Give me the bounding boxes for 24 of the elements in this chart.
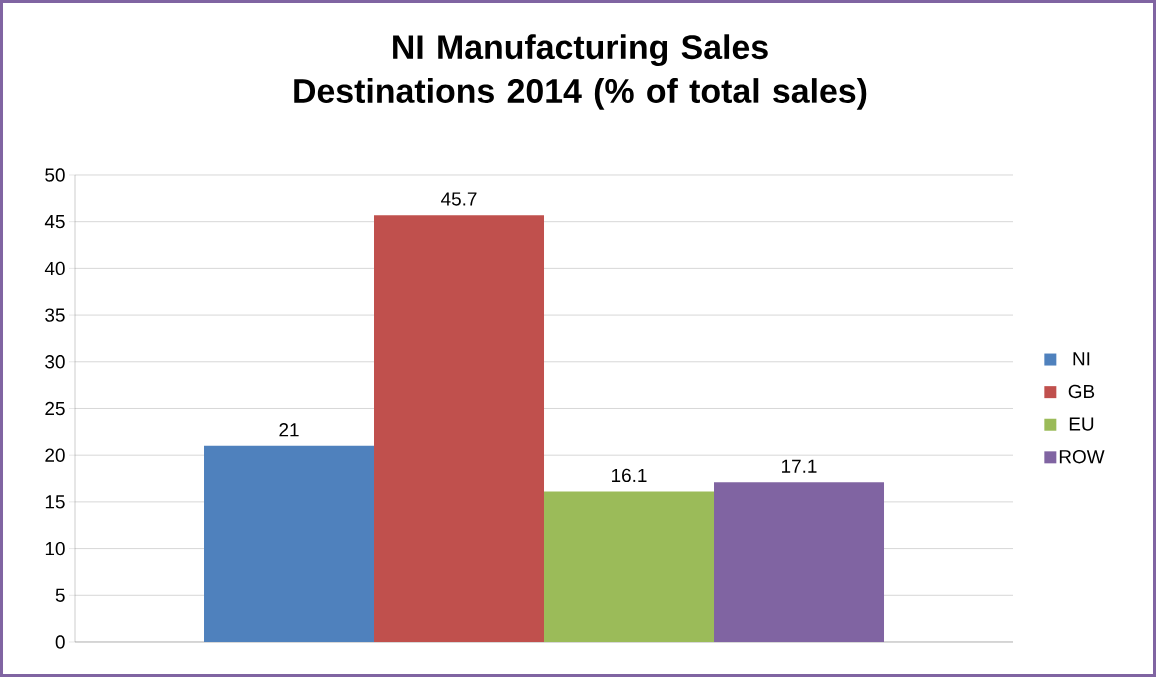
y-tick-label: 35: [45, 308, 65, 322]
chart-title: NI Manufacturing Sales Destinations 2014 (% of total sales): [294, 34, 867, 110]
bar: [544, 491, 715, 642]
y-tick-label: 50: [45, 168, 65, 182]
y-tick-label: 25: [45, 401, 65, 416]
y-tick-label: 0: [55, 635, 65, 649]
legend-label: ROW: [1059, 449, 1105, 464]
legend-label: NI: [1073, 352, 1090, 366]
data-label: 21: [279, 423, 299, 437]
legend-label: GB: [1068, 384, 1095, 399]
data-label: 17.1: [782, 459, 817, 473]
legend-label: EU: [1069, 417, 1094, 431]
y-tick-label: 40: [44, 261, 65, 276]
y-tick-label: 5: [55, 588, 65, 602]
bar: [374, 215, 545, 642]
bar: [714, 482, 885, 642]
bar: [204, 445, 375, 642]
y-tick-label: 15: [45, 495, 65, 509]
y-tick-label: 30: [45, 355, 65, 369]
data-label: 16.1: [612, 468, 647, 483]
y-tick-label: 45: [44, 215, 65, 229]
y-tick-label: 10: [45, 541, 65, 556]
y-tick-label: 20: [45, 448, 65, 462]
data-label: 45.7: [441, 192, 477, 206]
